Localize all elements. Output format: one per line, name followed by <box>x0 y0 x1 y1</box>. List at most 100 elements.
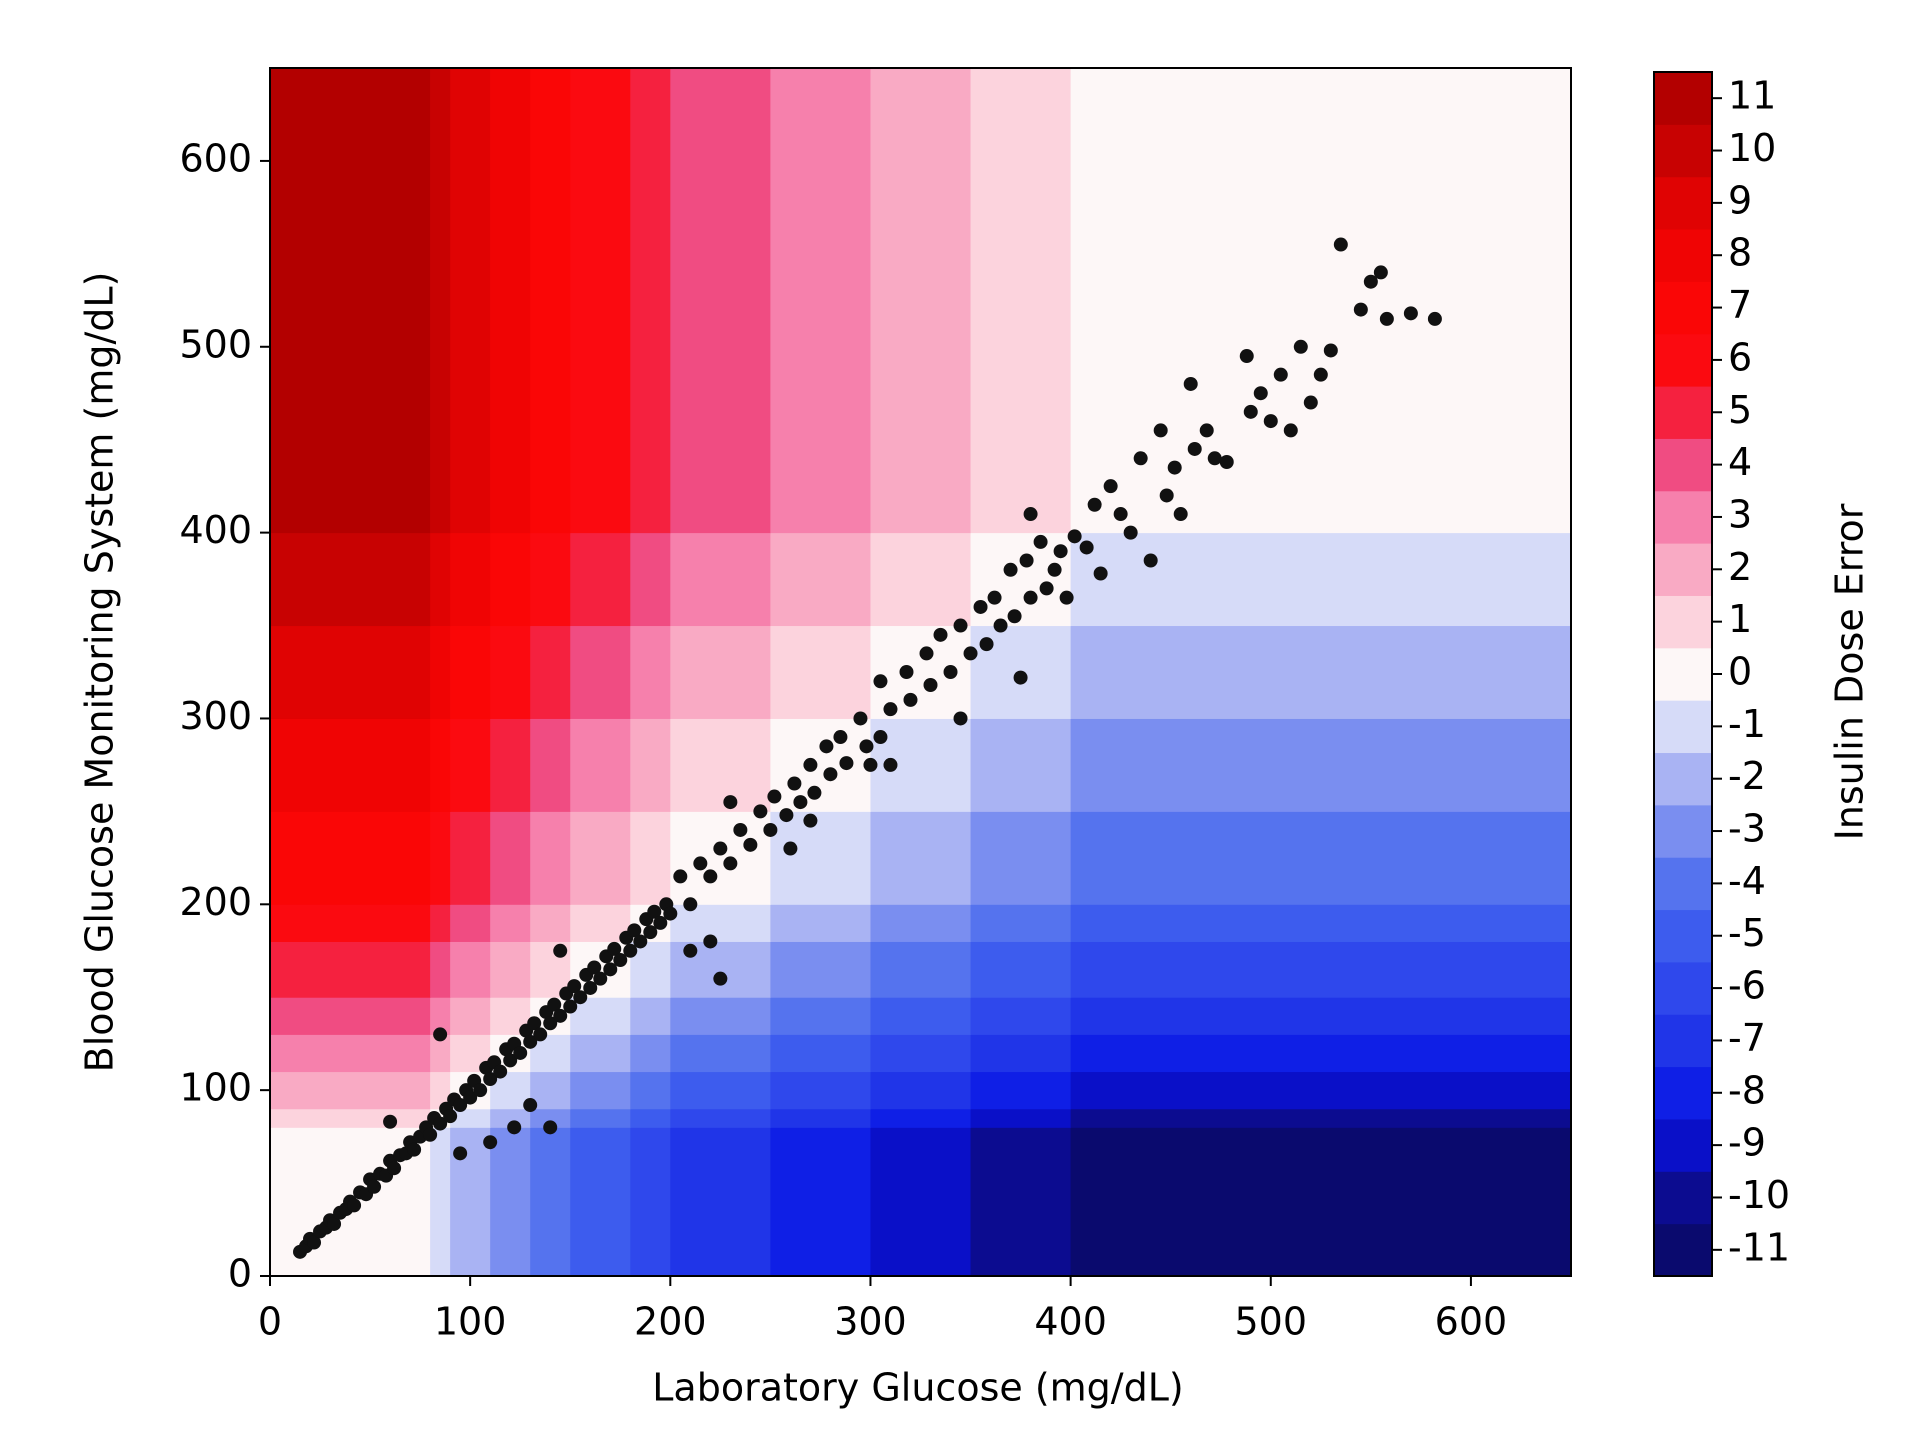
heatmap-cell <box>430 718 451 812</box>
scatter-point <box>973 599 988 614</box>
scatter-point <box>1053 544 1068 559</box>
y-tick-label: 200 <box>179 880 252 924</box>
scatter-point <box>423 1127 438 1142</box>
scatter-point <box>1379 311 1394 326</box>
heatmap-cell <box>1070 811 1572 905</box>
scatter-point <box>683 943 698 958</box>
colorbar-tick-label: -2 <box>1728 754 1766 798</box>
scatter-point <box>567 979 582 994</box>
heatmap-cell <box>570 532 631 627</box>
colorbar-band <box>1654 647 1712 701</box>
scatter-point <box>693 856 708 871</box>
scatter-point <box>1243 404 1258 419</box>
scatter-point <box>743 837 758 852</box>
scatter-point <box>1313 367 1328 382</box>
heatmap-cell <box>670 811 771 905</box>
scatter-point <box>1403 306 1418 321</box>
heatmap-cell <box>670 68 771 534</box>
scatter-point <box>367 1179 382 1194</box>
scatter-point <box>433 1027 448 1042</box>
heatmap-cell <box>670 1108 771 1128</box>
heatmap-cell <box>430 1071 451 1110</box>
scatter-point <box>1039 581 1054 596</box>
heatmap-cell <box>970 1108 1072 1128</box>
x-tick-label: 0 <box>258 1300 282 1344</box>
scatter-point <box>1033 534 1048 549</box>
heatmap-cell <box>630 1034 671 1073</box>
colorbar-tick-label: -3 <box>1728 807 1766 851</box>
scatter-point <box>839 756 854 771</box>
heatmap-cell <box>530 532 571 627</box>
heatmap-cell <box>970 811 1072 905</box>
y-tick-label: 400 <box>179 508 252 552</box>
scatter-point <box>793 795 808 810</box>
scatter-point <box>1167 460 1182 475</box>
scatter-point <box>1263 414 1278 429</box>
scatter-point <box>613 953 628 968</box>
scatter-point <box>1007 609 1022 624</box>
scatter-point <box>1253 386 1268 401</box>
colorbar-band <box>1654 490 1712 544</box>
heatmap-cell <box>630 532 671 627</box>
x-axis-label: Laboratory Glucose (mg/dL) <box>652 1366 1183 1410</box>
colorbar-tick-label: 6 <box>1728 335 1752 379</box>
colorbar-band <box>1654 961 1712 1015</box>
heatmap-cell <box>570 1034 631 1073</box>
heatmap-cell <box>450 68 491 534</box>
scatter-point <box>1363 274 1378 289</box>
heatmap-cell <box>1070 941 1572 998</box>
heatmap-cell <box>630 68 671 534</box>
heatmap-cell <box>1070 532 1572 627</box>
heatmap-cell <box>270 1034 431 1073</box>
scatter-point <box>307 1235 322 1250</box>
heatmap-cell <box>570 625 631 719</box>
heatmap-cell <box>770 532 871 627</box>
heatmap-cell <box>490 1127 531 1277</box>
heatmap-cell <box>630 1108 671 1128</box>
colorbar-tick-label: -4 <box>1728 859 1766 903</box>
scatter-point <box>883 757 898 772</box>
heatmap-cell <box>770 904 871 942</box>
colorbar-tick-label: 4 <box>1728 440 1752 484</box>
colorbar-band <box>1654 804 1712 858</box>
heatmap-cell <box>630 1127 671 1277</box>
heatmap-cell <box>270 997 431 1035</box>
heatmap-cell <box>270 1071 431 1110</box>
scatter-point <box>663 906 678 921</box>
scatter-point <box>1353 302 1368 317</box>
y-tick-label: 0 <box>228 1252 252 1296</box>
scatter-point <box>1079 540 1094 555</box>
scatter-point <box>1047 562 1062 577</box>
scatter-point <box>513 1045 528 1060</box>
scatter-point <box>483 1135 498 1150</box>
colorbar-band <box>1654 438 1712 492</box>
scatter-point <box>1023 590 1038 605</box>
scatter-point <box>703 934 718 949</box>
colorbar-tick-label: -6 <box>1728 964 1766 1008</box>
heatmap-cell <box>430 68 451 534</box>
heatmap-cell <box>490 68 531 534</box>
heatmap-cell <box>770 718 871 812</box>
heatmap-cell <box>430 997 451 1035</box>
heatmap-cell <box>630 625 671 719</box>
y-tick-label: 500 <box>179 322 252 366</box>
colorbar-tick-label: -1 <box>1728 702 1766 746</box>
heatmap-cell <box>450 625 491 719</box>
scatter-point <box>713 971 728 986</box>
scatter-point <box>763 822 778 837</box>
x-tick-label: 200 <box>634 1300 707 1344</box>
scatter-point <box>733 822 748 837</box>
heatmap-cell <box>570 68 631 534</box>
scatter-point <box>863 757 878 772</box>
scatter-point <box>859 739 874 754</box>
scatter-point <box>493 1064 508 1079</box>
heatmap-cell <box>670 532 771 627</box>
heatmap-cell <box>270 68 431 534</box>
heatmap-cell <box>430 941 451 998</box>
scatter-point <box>1187 441 1202 456</box>
heatmap-cell <box>270 1108 431 1128</box>
colorbar-tick-label: 7 <box>1728 283 1752 327</box>
heatmap-cell <box>670 997 771 1035</box>
